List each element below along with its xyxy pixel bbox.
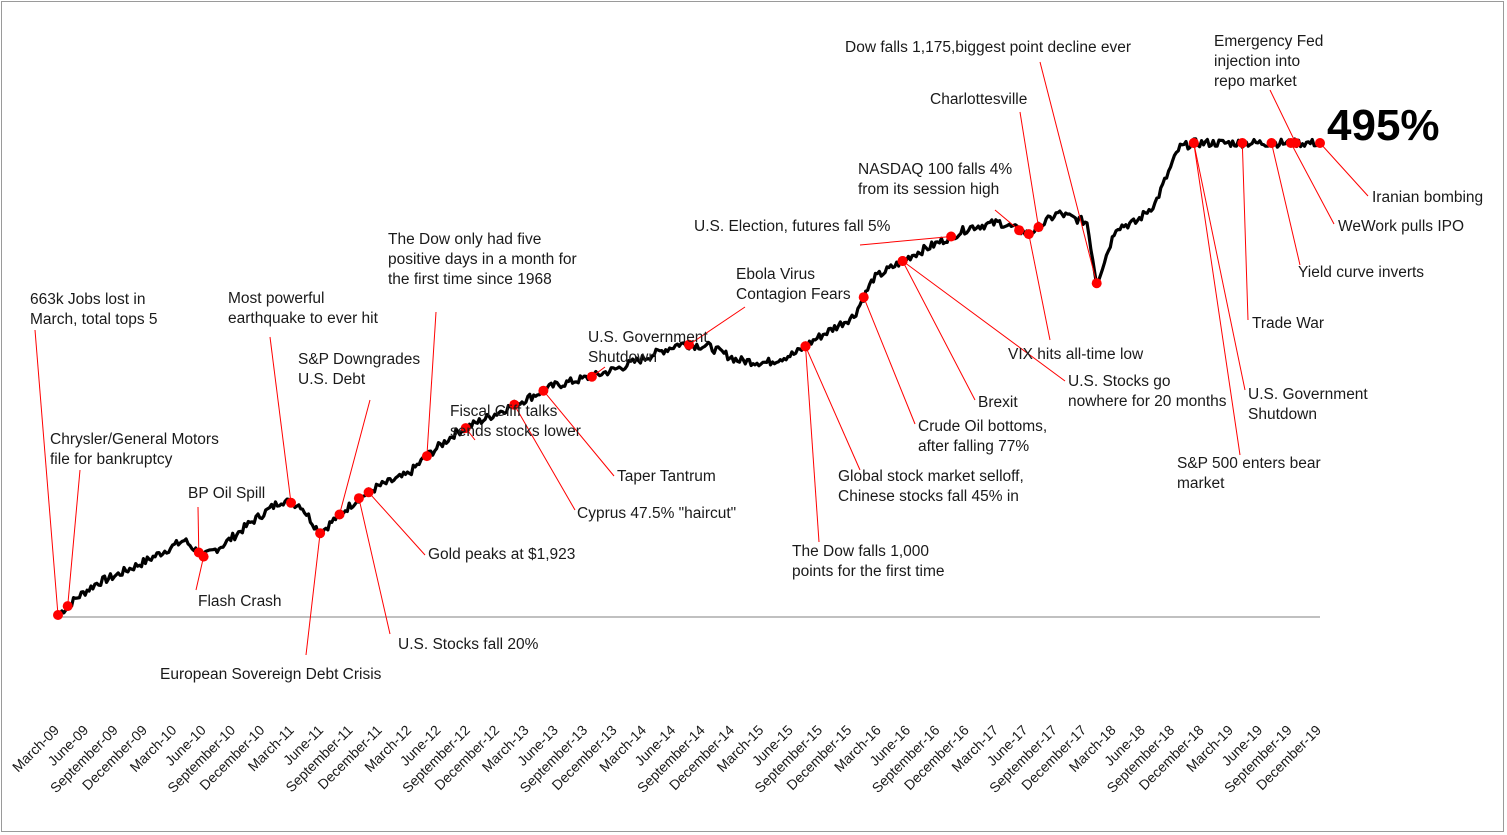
annotation-leader [805,346,861,471]
event-label: Iranian bombing [1372,189,1483,206]
event-label: Global stock market selloff, Chinese stoc… [838,468,1024,505]
event-label: The Dow only had five positive days in a … [388,231,577,288]
annotation-leader [34,329,59,616]
event-marker [858,292,869,303]
event-marker [353,493,364,504]
event-label: Fiscal Cliff talks sends stocks lower [450,403,581,440]
annotation-leader [339,399,371,515]
event-label: Flash Crash [198,593,282,610]
event-label: Charlottesville [930,91,1027,108]
event-label: U.S. Government Shutdown [1248,386,1368,423]
event-label: Taper Tantrum [617,468,716,485]
event-marker [1014,225,1025,236]
event-marker [800,341,811,352]
annotation-leader [368,491,426,556]
event-marker [363,487,374,498]
annotation-leader [197,506,200,553]
annotation-leader [513,404,576,511]
event-marker [897,256,908,266]
event-marker [946,231,957,242]
event-marker [1091,278,1102,289]
annotation-leader [1028,234,1051,341]
annotation-leader [805,346,820,543]
total-return-callout: 495% [1327,101,1440,150]
event-marker [1266,138,1277,148]
event-marker [62,601,73,612]
event-label: Ebola Virus Contagion Fears [736,266,851,303]
event-label: S&P 500 enters bear market [1177,455,1321,492]
event-marker [1188,138,1199,148]
event-label: Most powerful earthquake to ever hit [228,290,379,327]
event-marker [1033,222,1044,233]
annotation-leader [902,260,976,401]
event-label: BP Oil Spill [188,485,265,502]
annotation-leader [1241,142,1249,321]
annotation-leader [195,556,205,591]
annotation-leader [543,390,615,477]
annotation-leader [1193,142,1246,391]
event-label: Cyprus 47.5% "haircut" [577,505,736,522]
annotation-leader [269,336,292,503]
annotation-leader [67,469,81,607]
annotation-leader [1019,111,1039,228]
event-marker [286,497,296,508]
event-label: Gold peaks at $1,923 [428,546,575,563]
event-marker [509,399,520,410]
event-label: Brexit [978,394,1018,411]
annotation-leaders [34,61,1369,656]
annotation-leader [1193,142,1241,456]
annotation-leader [426,311,437,457]
event-label: Dow falls 1,175,biggest point decline ev… [845,39,1131,56]
event-label: U.S. Government Shutdown [588,329,708,366]
event-label: WeWork pulls IPO [1338,218,1464,235]
event-marker [198,551,209,562]
event-label: 663k Jobs lost in March, total tops 5 [30,291,158,328]
event-label: S&P Downgrades U.S. Debt [298,351,420,388]
event-label: European Sovereign Debt Crisis [160,666,382,683]
event-label: Crude Oil bottoms, after falling 77% [918,418,1047,455]
event-marker [421,451,432,462]
event-marker [1023,229,1034,240]
annotation-leader [305,533,321,656]
annotation-leader [1290,142,1335,225]
event-label: Emergency Fed injection into repo market [1214,33,1323,90]
event-marker [460,423,471,434]
event-marker [1290,138,1301,148]
annotation-leader [1269,89,1297,144]
event-marker [53,610,63,620]
event-marker [1315,138,1325,148]
event-label: Trade War [1252,315,1324,332]
annotation-leader [1271,142,1301,266]
annotation-leader [688,306,746,346]
event-label: The Dow falls 1,000 points for the first … [792,543,944,580]
annotation-labels: 663k Jobs lost in March, total tops 5 Chry… [30,33,1483,683]
event-label: NASDAQ 100 falls 4% from its session high [858,161,1012,198]
event-label: Chrysler/General Motors file for bankrupt… [50,431,219,468]
annotation-leader [902,260,1066,382]
event-label: U.S. Election, futures fall 5% [694,218,891,235]
event-marker [315,528,326,539]
event-label: U.S. Stocks fall 20% [398,636,539,653]
event-marker [586,371,597,382]
event-label: VIX hits all-time low [1008,346,1144,363]
annotation-leader [859,236,952,246]
event-label: U.S. Stocks go nowhere for 20 months [1068,373,1227,410]
annotation-leader [1039,61,1098,284]
annotation-leader [358,498,391,635]
event-marker [334,509,345,520]
event-marker [1237,138,1248,148]
annotation-leader [863,297,916,425]
event-marker [684,339,694,350]
event-markers [53,138,1325,620]
x-tick-labels: March-09June-09September-09December-09Ma… [9,722,1324,796]
annotation-leader [1319,142,1369,197]
annotation-leader [994,209,1020,231]
event-label: Yield curve inverts [1298,264,1424,281]
event-marker [538,385,549,396]
